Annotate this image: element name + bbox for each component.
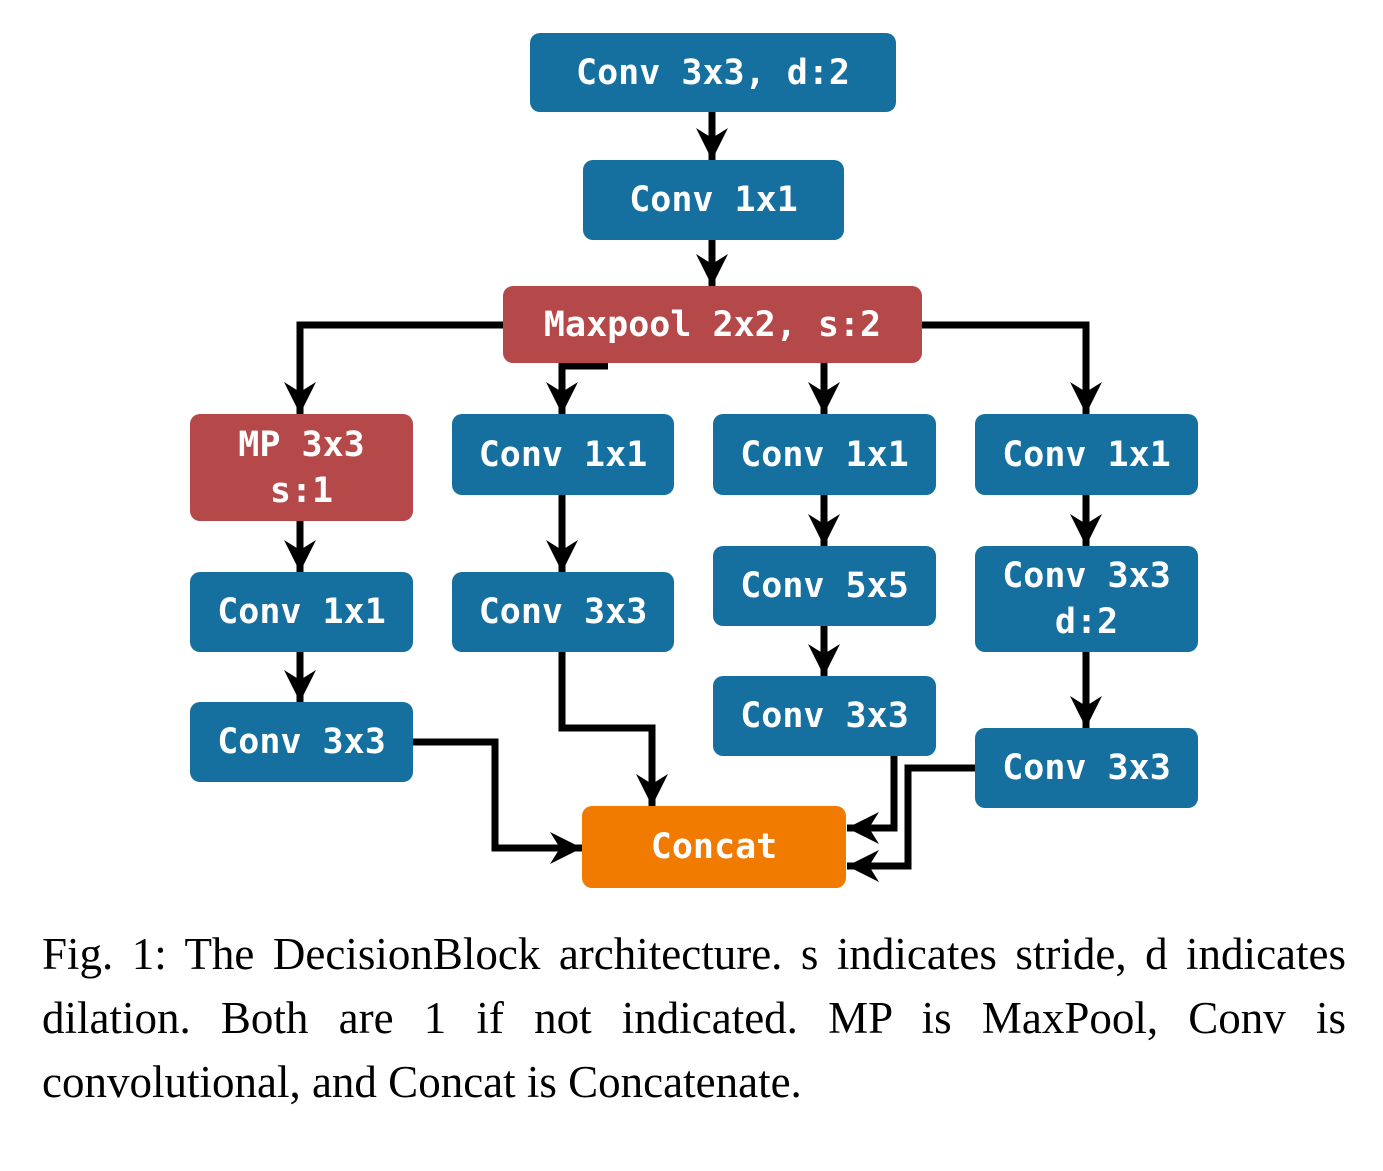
node-label-line2: d:2 [1054,602,1119,642]
node-branch3-conv1x1: Conv 1x1 [713,414,936,495]
arrow-branch2-conv3x3-to-concat [558,652,668,806]
node-label: Conv 1x1 [217,592,386,632]
node-label: Conv 3x3 [1002,748,1171,788]
node-concat: Concat [582,806,846,888]
arrow-layer [284,112,1102,882]
node-label: Conv 3x3 [740,696,909,736]
node-label: Conv 3x3 [478,592,648,632]
node-label: Conv 5x5 [740,566,909,606]
node-label: Maxpool 2x2, s:2 [543,304,882,345]
node-mp3x3: MP 3x3 s:1 [190,414,413,521]
node-label-line1: Conv 3x3 [1002,556,1171,596]
node-branch3-conv3x3: Conv 3x3 [713,676,936,756]
node-label: Conv 1x1 [1002,434,1171,475]
node-label: Conv 3x3, d:2 [576,52,850,93]
arrow-maxpool-to-branch2-conv1x1 [546,362,608,414]
arrow-maxpool-to-branch4-conv1x1 [922,321,1102,414]
arrow-maxpool-to-mp3x3 [284,321,503,414]
node-branch3-conv5x5: Conv 5x5 [713,546,936,626]
node-label: Concat [650,827,778,867]
node-branch4-conv1x1: Conv 1x1 [975,414,1198,495]
node-label: Conv 1x1 [740,434,909,475]
node-conv1x1-top: Conv 1x1 [583,160,844,240]
node-label: Conv 1x1 [629,180,798,220]
node-branch2-conv3x3: Conv 3x3 [452,572,674,652]
node-label: Conv 3x3 [217,722,386,762]
node-branch1-conv3x3: Conv 3x3 [190,702,413,782]
node-conv3x3-d2-top: Conv 3x3, d:2 [530,33,896,112]
node-branch2-conv1x1: Conv 1x1 [452,414,674,495]
node-branch4-conv3x3: Conv 3x3 [975,728,1198,808]
arrow-branch4-conv3x3-to-concat [847,764,976,882]
figure-caption: Fig. 1: The DecisionBlock architecture. … [42,929,1346,1107]
node-maxpool: Maxpool 2x2, s:2 [503,286,922,363]
arrow-branch3-conv3x3-to-concat [847,756,898,844]
node-label-line2: s:1 [269,470,334,511]
node-label: Conv 1x1 [478,434,648,475]
node-branch1-conv1x1: Conv 1x1 [190,572,413,652]
arrow-branch1-conv3x3-to-concat [412,738,582,864]
node-branch4-conv3x3-d2: Conv 3x3 d:2 [975,546,1198,652]
node-label-line1: MP 3x3 [238,424,365,465]
